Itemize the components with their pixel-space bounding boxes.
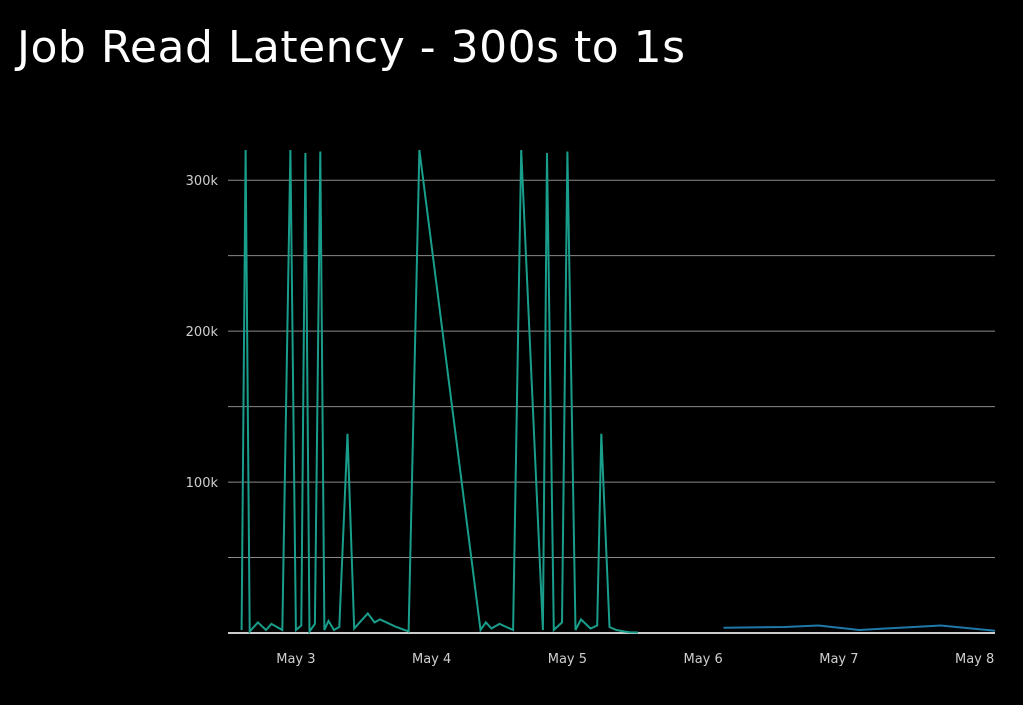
chart-title: Job Read Latency - 300s to 1s: [17, 22, 686, 73]
y-tick-label: 100k: [186, 476, 219, 491]
x-tick-label: May 5: [548, 652, 587, 667]
series-line-2: [723, 624, 996, 632]
x-tick-label: May 8: [955, 652, 994, 667]
series-line-1: [240, 149, 639, 635]
y-tick-label: 300k: [186, 174, 219, 189]
x-tick-label: May 4: [412, 652, 451, 667]
x-axis-ticks: May 3 May 4 May 5 May 6 May 7 May 8: [276, 652, 994, 667]
y-tick-label: 200k: [186, 325, 219, 340]
series-lines: [240, 149, 996, 635]
gridlines: [228, 179, 995, 634]
x-tick-label: May 3: [276, 652, 315, 667]
y-axis-ticks: 100k 200k 300k: [186, 174, 219, 491]
x-tick-label: May 7: [819, 652, 858, 667]
x-tick-label: May 6: [683, 652, 722, 667]
